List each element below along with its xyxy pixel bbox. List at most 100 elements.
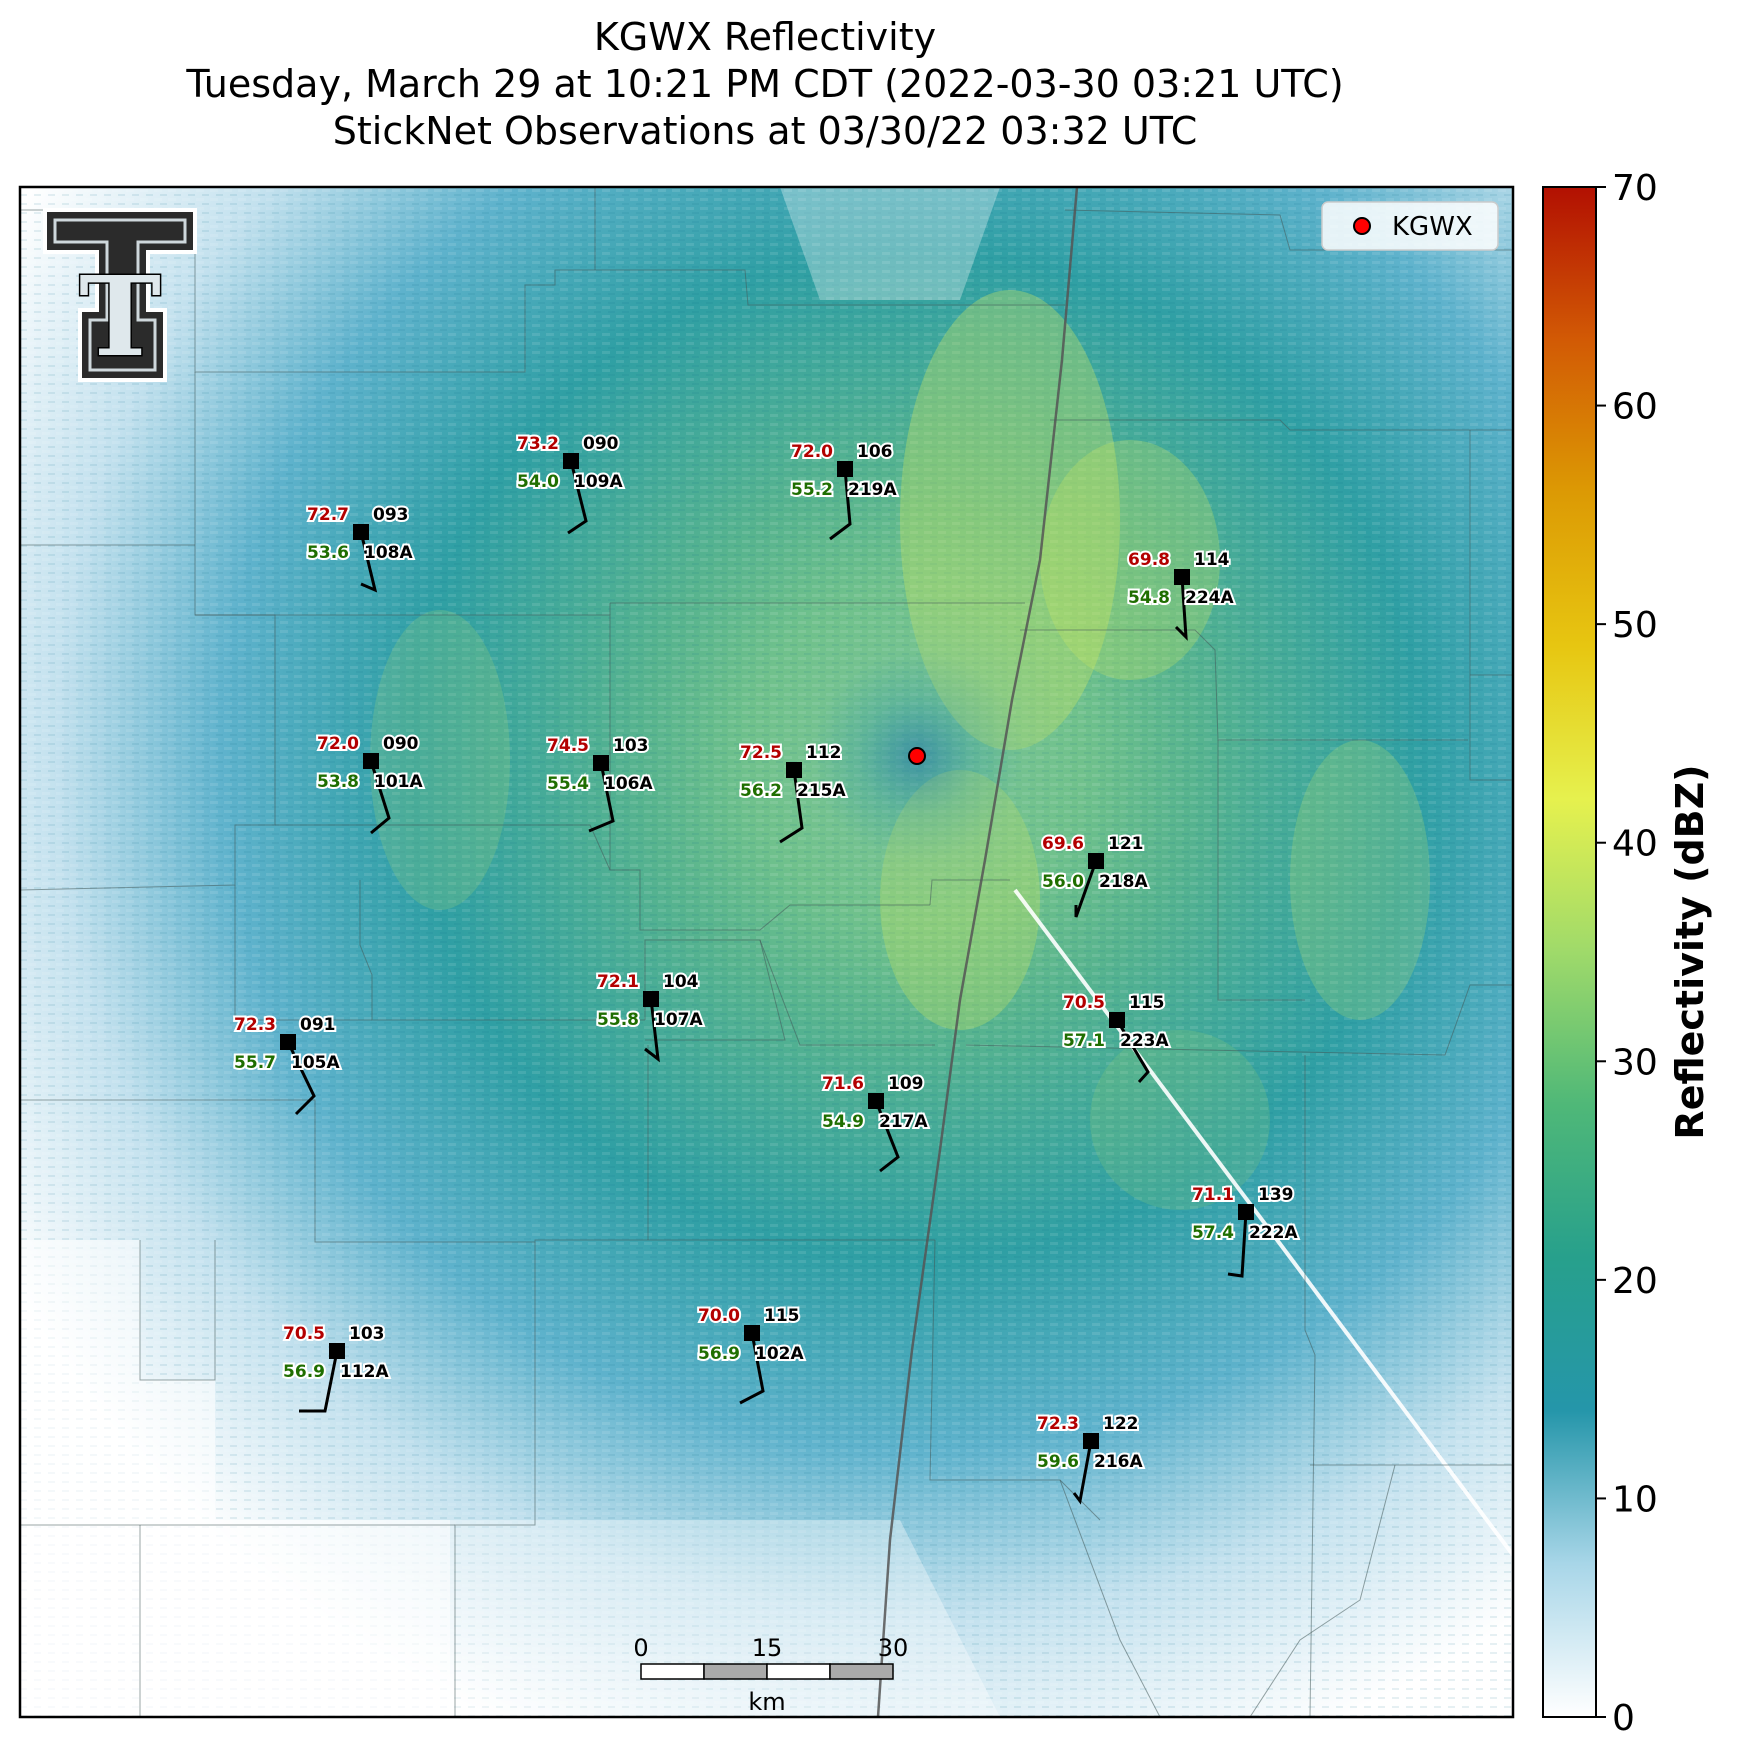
station-marker <box>563 453 579 469</box>
station-dewpoint: 53.6 <box>307 543 349 563</box>
station-dewpoint: 55.4 <box>547 774 589 794</box>
colorbar-tick-label: 70 <box>1612 168 1658 209</box>
county-boundaries <box>20 187 1513 1717</box>
station-223A[interactable]: 70.5 115 57.1 223A <box>1061 991 1171 1084</box>
station-temperature: 70.0 <box>698 1306 740 1326</box>
station-dewpoint: 55.2 <box>791 480 833 500</box>
title-line-3: StickNet Observations at 03/30/22 03:32 … <box>332 109 1198 153</box>
station-222A[interactable]: 71.1 139 57.4 222A <box>1190 1183 1300 1278</box>
station-temperature: 72.1 <box>597 972 639 992</box>
station-dewpoint: 54.8 <box>1128 588 1170 608</box>
wind-barb <box>1072 1440 1093 1505</box>
wind-barb <box>1174 576 1188 641</box>
station-105A[interactable]: 72.3 091 55.7 105A <box>232 1013 342 1116</box>
kgwx-radar-site[interactable] <box>908 747 926 765</box>
station-dewpoint: 56.9 <box>283 1362 325 1382</box>
station-dewpoint: 56.2 <box>740 781 782 801</box>
station-temperature: 71.6 <box>822 1074 864 1094</box>
station-108A[interactable]: 72.7 093 53.6 108A <box>305 503 415 593</box>
station-pressure: 090 <box>383 734 419 754</box>
station-pressure: 103 <box>613 736 649 756</box>
station-219A[interactable]: 72.0 106 55.2 219A <box>789 440 899 541</box>
station-marker <box>1174 569 1190 585</box>
station-106A[interactable]: 74.5 103 55.4 106A <box>545 734 655 833</box>
station-pressure: 109 <box>888 1074 924 1094</box>
station-107A[interactable]: 72.1 104 55.8 107A <box>595 970 705 1063</box>
wind-barb <box>369 760 391 835</box>
station-pressure: 103 <box>349 1324 385 1344</box>
station-id: 105A <box>291 1053 340 1073</box>
colorbar-ticks: 0 10 20 30 40 50 60 70 <box>1596 168 1658 1739</box>
wind-barb <box>567 460 588 535</box>
station-112A[interactable]: 70.5 103 56.9 112A <box>281 1322 391 1413</box>
station-id: 222A <box>1249 1223 1298 1243</box>
station-217A[interactable]: 71.6 109 54.9 217A <box>820 1072 930 1173</box>
station-temperature: 72.7 <box>307 505 349 525</box>
station-216A[interactable]: 72.3 122 59.6 216A <box>1035 1412 1145 1505</box>
echo-band-west <box>370 610 510 910</box>
station-215A[interactable]: 72.5 112 56.2 215A <box>738 741 848 844</box>
station-temperature: 72.5 <box>740 743 782 763</box>
station-marker <box>868 1093 884 1109</box>
station-marker <box>643 991 659 1007</box>
station-marker <box>363 753 379 769</box>
echo-band-southeast <box>1090 1030 1270 1210</box>
station-224A[interactable]: 69.8 114 54.8 224A <box>1126 548 1236 641</box>
station-id: 109A <box>574 472 623 492</box>
station-temperature: 70.5 <box>1063 993 1105 1013</box>
station-dewpoint: 54.9 <box>822 1112 864 1132</box>
station-109A[interactable]: 73.2 090 54.0 109A <box>515 432 625 535</box>
station-temperature: 72.0 <box>317 734 359 754</box>
echo-band-northeast <box>1040 440 1220 680</box>
colorbar-tick-label: 60 <box>1612 387 1658 428</box>
station-pressure: 093 <box>373 505 409 525</box>
station-id: 112A <box>340 1362 389 1382</box>
station-temperature: 69.8 <box>1128 550 1170 570</box>
wind-barb <box>644 998 660 1063</box>
wind-barb <box>829 468 852 541</box>
station-id: 215A <box>797 781 846 801</box>
station-marker <box>353 524 369 540</box>
station-marker <box>1083 1433 1099 1449</box>
legend-label: KGWX <box>1392 212 1473 242</box>
figure-title: KGWX Reflectivity Tuesday, March 29 at 1… <box>0 14 1530 155</box>
station-id: 218A <box>1099 872 1148 892</box>
state-boundary <box>876 187 1079 1717</box>
map-legend: KGWX <box>1321 201 1499 251</box>
legend-box <box>1321 201 1499 251</box>
station-102A[interactable]: 70.0 115 56.9 102A <box>696 1304 806 1405</box>
station-pressure: 090 <box>583 434 619 454</box>
station-dewpoint: 55.8 <box>597 1010 639 1030</box>
station-temperature: 70.5 <box>283 1324 325 1344</box>
colorbar-tick-label: 30 <box>1612 1042 1658 1083</box>
station-marker <box>280 1034 296 1050</box>
scale-bar: 0 15 30 km <box>633 1634 908 1716</box>
station-marker <box>786 762 802 778</box>
wind-barb <box>299 1350 339 1413</box>
station-dewpoint: 55.7 <box>234 1053 276 1073</box>
station-dewpoint: 54.0 <box>517 472 559 492</box>
station-temperature: 73.2 <box>517 434 559 454</box>
station-id: 107A <box>654 1010 703 1030</box>
station-id: 219A <box>848 480 897 500</box>
wind-barb <box>286 1041 316 1116</box>
clear-air-north <box>780 187 1000 300</box>
station-id: 224A <box>1185 588 1234 608</box>
station-101A[interactable]: 72.0 090 53.8 101A <box>315 732 425 835</box>
scale-label-15: 15 <box>752 1634 783 1662</box>
station-dewpoint: 56.9 <box>698 1344 740 1364</box>
station-marker <box>329 1343 345 1359</box>
colorbar-tick-label: 50 <box>1612 605 1658 646</box>
wind-barb <box>1227 1211 1248 1278</box>
station-dewpoint: 57.1 <box>1063 1031 1105 1051</box>
station-id: 108A <box>364 543 413 563</box>
colorbar-label: Reflectivity (dBZ) <box>1668 764 1712 1139</box>
station-218A[interactable]: 69.6 121 56.0 218A <box>1040 832 1150 918</box>
colorbar-scale <box>1542 186 1597 1718</box>
station-marker <box>744 1325 760 1341</box>
texas-tech-logo: T <box>43 208 197 383</box>
station-temperature: 74.5 <box>547 736 589 756</box>
station-id: 102A <box>755 1344 804 1364</box>
station-dewpoint: 53.8 <box>317 772 359 792</box>
